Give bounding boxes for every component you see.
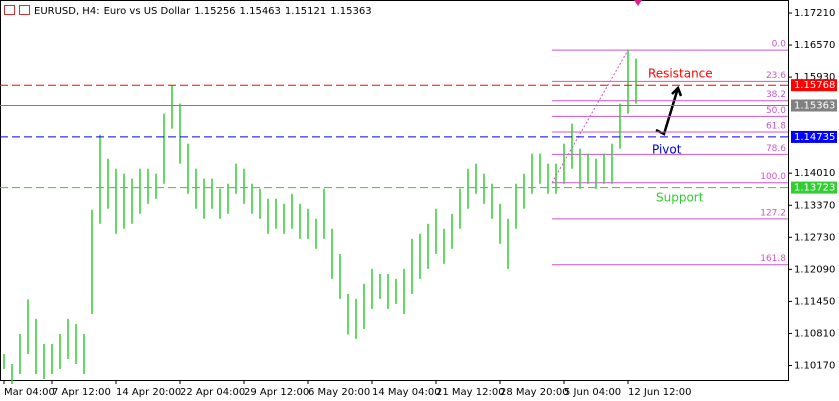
price-tag	[791, 99, 837, 112]
y-tick-label: 1.11450	[794, 296, 835, 307]
y-tick-label: 1.12090	[794, 264, 835, 275]
x-tick-label: 14 Apr 20:00	[116, 387, 181, 398]
x-tick-label: 5 Jun 04:00	[564, 387, 621, 398]
annotation: Resistance	[648, 67, 713, 81]
icon	[4, 5, 15, 15]
y-tick-label: 1.12730	[794, 232, 835, 243]
x-tick-label: 29 Apr 12:00	[244, 387, 309, 398]
quote-high: 1.15463	[239, 6, 281, 17]
annotation: Pivot	[652, 143, 682, 157]
x-tick-label: 7 Apr 12:00	[52, 387, 111, 398]
price-tag-label: 1.13723	[794, 183, 835, 194]
quote-close: 1.15363	[330, 6, 372, 17]
description: Euro vs US Dollar	[103, 6, 191, 17]
y-tick-label: 1.10810	[794, 328, 835, 339]
y-tick-label: 1.17210	[794, 8, 835, 19]
x-tick-label: 28 May 20:00	[500, 387, 569, 398]
quote-open: 1.15256	[194, 6, 236, 17]
fib-label: 38.2	[766, 90, 786, 100]
price-tag	[791, 181, 837, 194]
fib-label: 0.0	[772, 40, 787, 50]
price-tag-label: 1.14735	[794, 132, 835, 143]
x-tick-label: 14 May 04:00	[372, 387, 441, 398]
x-tick-label: 21 May 12:00	[436, 387, 505, 398]
y-tick-label: 1.14010	[794, 168, 835, 179]
icon	[19, 5, 30, 15]
symbol: EURUSD, H4:	[34, 6, 100, 17]
x-tick-label: Mar 04:00	[4, 387, 55, 398]
fib-label: 100.0	[760, 172, 786, 182]
plot-border	[0, 0, 789, 381]
annotation: Support	[656, 191, 704, 205]
price-tag-label: 1.15768	[794, 80, 835, 91]
arrow	[655, 85, 683, 136]
fib-label: 50.0	[766, 106, 786, 116]
header: EURUSD, H4: Euro vs US Dollar 1.15256 1.154…	[4, 5, 376, 17]
x-tick-label: 12 Jun 12:00	[628, 387, 692, 398]
fib-label: 161.8	[760, 254, 786, 264]
quote-low: 1.15121	[284, 6, 327, 17]
price-tag-label: 1.15363	[794, 100, 835, 111]
x-tick-label: 6 May 20:00	[308, 387, 370, 398]
fib-label: 23.6	[766, 71, 786, 81]
fib-label: 127.2	[760, 208, 786, 218]
y-tick-label: 1.10170	[794, 360, 835, 371]
y-tick-label: 1.13370	[794, 200, 835, 211]
y-tick-label: 1.15930	[794, 72, 835, 83]
fib-label: 61.8	[766, 122, 786, 132]
x-tick-label: 22 Apr 04:00	[180, 387, 245, 398]
fib-label: 78.6	[766, 144, 786, 154]
price-tag	[791, 79, 837, 92]
price-tag	[791, 130, 837, 143]
y-tick-label: 1.16570	[794, 40, 835, 51]
period-marker	[634, 0, 642, 6]
